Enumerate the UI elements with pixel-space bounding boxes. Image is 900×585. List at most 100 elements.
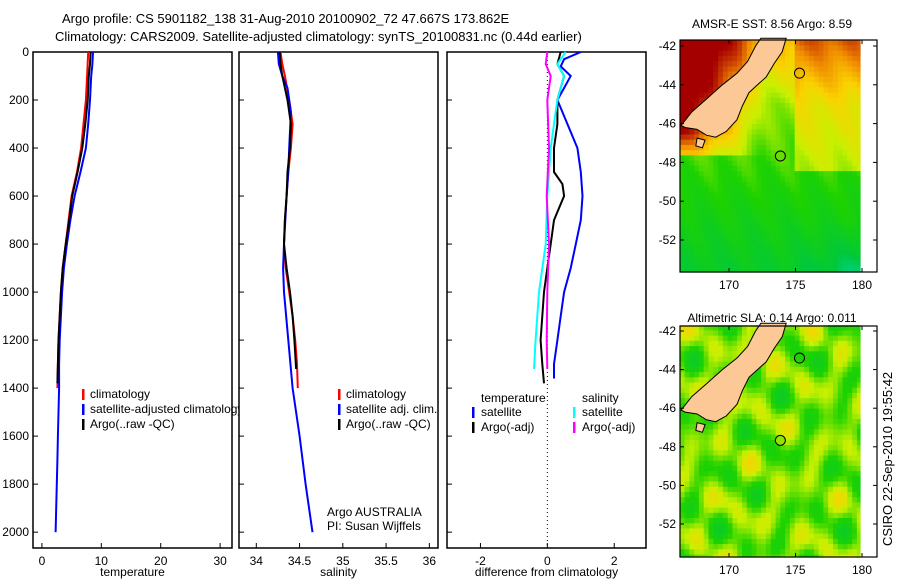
grid-cell — [727, 481, 734, 488]
grid-cell — [713, 66, 719, 73]
grid-cell — [799, 429, 805, 436]
grid-cell — [756, 113, 762, 120]
grid-cell — [789, 398, 796, 404]
grid-cell — [794, 351, 801, 358]
grid-cell — [708, 533, 714, 540]
grid-cell — [804, 103, 810, 109]
grid-cell — [684, 351, 690, 358]
grid-cell — [713, 234, 719, 240]
grid-cell — [794, 171, 801, 177]
grid-cell — [718, 40, 724, 46]
grid-cell — [732, 538, 738, 545]
grid-cell — [746, 254, 753, 261]
grid-cell — [847, 512, 853, 519]
grid-cell — [780, 76, 786, 83]
grid-cell — [679, 239, 686, 245]
grid-cell — [718, 144, 724, 151]
grid-cell — [852, 325, 858, 331]
grid-cell — [761, 439, 767, 446]
grid-cell — [799, 398, 805, 404]
grid-cell — [856, 150, 861, 156]
grid-cell — [842, 171, 848, 177]
grid-cell — [785, 361, 791, 368]
grid-cell — [799, 465, 805, 472]
grid-cell — [727, 171, 734, 177]
grid-cell — [847, 340, 853, 347]
grid-cell — [766, 186, 772, 193]
grid-cell — [694, 254, 700, 261]
grid-cell — [689, 82, 695, 88]
grid-cell — [823, 372, 829, 378]
grid-cell — [751, 429, 757, 436]
grid-cell — [770, 218, 777, 225]
grid-cell — [813, 181, 820, 188]
grid-cell — [842, 223, 848, 230]
grid-cell — [689, 144, 695, 151]
grid-cell — [737, 176, 743, 183]
grid-cell — [785, 228, 791, 235]
grid-cell — [789, 439, 796, 446]
grid-cell — [842, 192, 848, 198]
grid-cell — [813, 554, 820, 558]
grid-cell — [847, 429, 853, 436]
grid-cell — [751, 197, 757, 204]
grid-cell — [852, 450, 858, 457]
grid-cell — [718, 45, 724, 52]
grid-cell — [766, 434, 772, 441]
legend-heading: temperature — [481, 391, 546, 405]
grid-cell — [708, 507, 714, 514]
grid-cell — [837, 502, 844, 509]
grid-cell — [789, 124, 796, 130]
grid-cell — [794, 455, 801, 462]
grid-cell — [708, 50, 714, 57]
grid-cell — [794, 186, 801, 193]
grid-cell — [813, 429, 820, 436]
grid-cell — [813, 97, 820, 104]
grid-cell — [809, 544, 815, 550]
grid-cell — [833, 150, 839, 156]
grid-cell — [775, 533, 781, 540]
grid-cell — [852, 413, 858, 420]
grid-cell — [689, 502, 695, 509]
grid-cell — [842, 497, 848, 503]
grid-cell — [823, 424, 829, 430]
grid-cell — [794, 71, 801, 78]
grid-cell — [823, 471, 829, 477]
grid-cell — [785, 476, 791, 483]
grid-cell — [837, 254, 844, 261]
grid-cell — [847, 419, 853, 425]
grid-cell — [823, 207, 829, 214]
grid-cell — [761, 155, 767, 162]
grid-cell — [727, 346, 734, 352]
grid-cell — [780, 356, 786, 363]
grid-cell — [852, 244, 858, 251]
grid-cell — [828, 150, 834, 156]
grid-cell — [766, 492, 772, 498]
grid-cell — [727, 486, 734, 493]
grid-cell — [713, 165, 719, 172]
grid-cell — [823, 554, 829, 558]
grid-cell — [742, 254, 748, 261]
legend-swatch — [472, 407, 475, 418]
grid-cell — [828, 171, 834, 177]
grid-cell — [813, 234, 820, 240]
grid-cell — [742, 512, 748, 519]
grid-cell — [737, 486, 743, 493]
grid-cell — [713, 171, 719, 177]
grid-cell — [804, 502, 810, 509]
grid-cell — [847, 544, 853, 550]
grid-cell — [703, 366, 710, 373]
grid-cell — [780, 213, 786, 219]
grid-cell — [756, 419, 762, 425]
grid-cell — [679, 486, 686, 493]
grid-cell — [809, 549, 815, 556]
grid-cell — [742, 260, 748, 266]
grid-cell — [746, 186, 753, 193]
grid-cell — [823, 239, 829, 245]
grid-cell — [737, 408, 743, 415]
grid-cell — [689, 471, 695, 477]
grid-cell — [856, 244, 861, 251]
grid-cell — [742, 171, 748, 177]
grid-cell — [785, 424, 791, 430]
grid-cell — [761, 377, 767, 384]
